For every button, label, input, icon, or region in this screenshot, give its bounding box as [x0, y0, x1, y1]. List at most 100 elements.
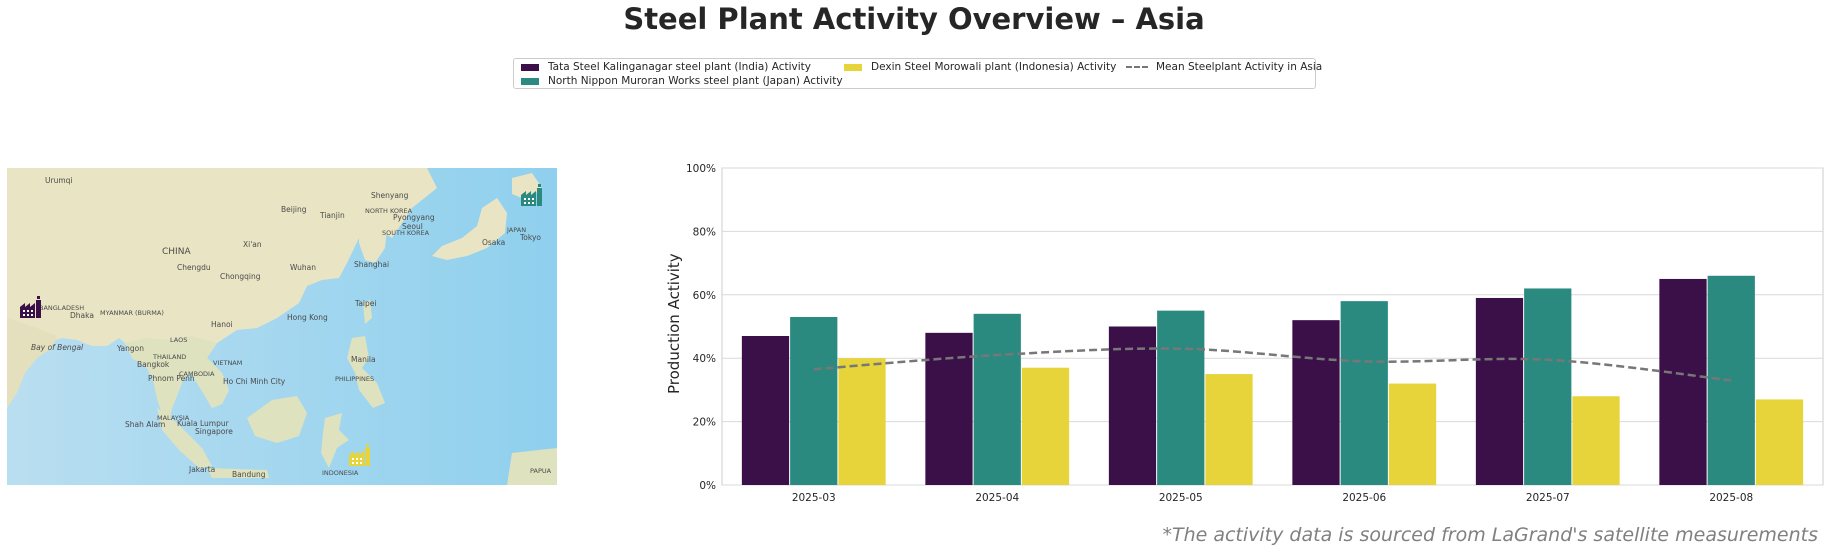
bar	[1205, 374, 1253, 485]
x-tick-label: 2025-04	[975, 492, 1019, 504]
map-label: Chongqing	[220, 272, 261, 281]
map-label: CHINA	[162, 247, 191, 257]
bar	[790, 316, 838, 485]
legend: Tata Steel Kalinganagar steel plant (Ind…	[513, 58, 1322, 89]
map-label: Tokyo	[519, 233, 541, 242]
legend-label-nippon: North Nippon Muroran Works steel plant (…	[548, 75, 843, 87]
bar	[1475, 297, 1524, 485]
asia-map: Urumqi Shenyang Beijing Tianjin NORTH KO…	[7, 168, 557, 485]
bar	[1755, 399, 1804, 485]
y-tick-label: 0%	[699, 480, 716, 492]
southeast-asia-land	[125, 336, 229, 423]
plot-frame	[721, 167, 1824, 486]
map-label: Xi'an	[243, 240, 262, 249]
legend-entry-tata: Tata Steel Kalinganagar steel plant (Ind…	[521, 61, 811, 73]
map-label: BANGLADESH	[39, 304, 84, 312]
map-label: Shanghai	[354, 260, 389, 269]
x-tick-label: 2025-08	[1709, 492, 1753, 504]
taiwan	[363, 300, 372, 324]
factory-icon	[521, 184, 542, 206]
borneo	[247, 396, 307, 443]
y-tick-label: 80%	[693, 226, 716, 238]
map-label: Taipei	[354, 299, 376, 308]
footnote: *The activity data is sourced from LaGra…	[1162, 524, 1818, 546]
legend-swatch-dexin	[844, 63, 862, 71]
java	[207, 468, 269, 478]
map-label: Phnom Penh	[148, 374, 195, 383]
korea-peninsula	[359, 213, 387, 263]
mainland-asia	[7, 168, 437, 423]
map-label: Jakarta	[188, 465, 215, 474]
map-label: VIETNAM	[213, 359, 242, 367]
legend-dash-mean	[1126, 66, 1148, 68]
y-tick-label: 20%	[693, 417, 716, 429]
map-label: Chengdu	[177, 263, 211, 272]
y-tick-label: 100%	[686, 163, 716, 175]
x-tick-label: 2025-03	[792, 492, 836, 504]
map-label: Ho Chi Minh City	[223, 377, 286, 386]
map-label: Pyongyang	[393, 213, 435, 222]
bar	[1340, 301, 1388, 485]
map-label: Beijing	[281, 205, 307, 214]
papua	[507, 448, 557, 485]
bar	[1292, 320, 1340, 485]
map-label: THAILAND	[152, 353, 186, 361]
map-label: Bandung	[232, 470, 266, 479]
map-label: Hanoi	[211, 320, 233, 329]
bar	[973, 313, 1021, 485]
map-label: Dhaka	[70, 311, 94, 320]
map-label: CAMBODIA	[179, 370, 215, 378]
legend-entry-mean: Mean Steelplant Activity in Asia	[1126, 61, 1322, 73]
bar	[1524, 288, 1572, 485]
map-label: LAOS	[170, 336, 187, 344]
bar	[1108, 326, 1157, 485]
bar	[925, 332, 973, 485]
bar	[1707, 275, 1755, 485]
map-label: Wuhan	[290, 263, 316, 272]
map-label: Shenyang	[371, 191, 409, 200]
india-land	[7, 318, 57, 408]
map-label: Seoul	[402, 222, 423, 231]
bar	[741, 336, 790, 485]
map-label: Shah Alam	[125, 420, 165, 429]
y-axis-label: Production Activity	[665, 253, 683, 394]
chart-title: Steel Plant Activity Overview – Asia	[623, 2, 1205, 36]
bar	[838, 358, 886, 485]
map-label: Bay of Bengal	[31, 343, 84, 352]
sulawesi	[321, 413, 349, 468]
bar	[1659, 278, 1707, 485]
x-tick-label: 2025-07	[1526, 492, 1570, 504]
factory-icon	[349, 444, 370, 466]
map-label: Singapore	[195, 427, 233, 436]
map-label: MYANMAR (BURMA)	[100, 309, 164, 317]
bar	[1572, 396, 1620, 485]
sumatra	[157, 408, 212, 468]
legend-label-tata: Tata Steel Kalinganagar steel plant (Ind…	[548, 61, 811, 73]
map-label: INDONESIA	[322, 469, 359, 477]
x-tick-label: 2025-05	[1159, 492, 1203, 504]
legend-label-dexin: Dexin Steel Morowali plant (Indonesia) A…	[871, 61, 1117, 73]
bar	[1157, 310, 1205, 485]
legend-swatch-nippon	[521, 77, 539, 85]
map-label: PAPUA	[530, 467, 552, 475]
map-label: SOUTH KOREA	[382, 229, 430, 237]
legend-entry-nippon: North Nippon Muroran Works steel plant (…	[521, 75, 843, 87]
legend-label-mean: Mean Steelplant Activity in Asia	[1156, 61, 1323, 73]
philippines	[347, 336, 385, 408]
map-label: Tianjin	[319, 211, 345, 220]
map-label: MALAYSIA	[157, 414, 190, 422]
map-label: Urumqi	[45, 176, 72, 185]
legend-swatch-tata	[521, 63, 539, 71]
map-label: Hong Kong	[287, 313, 328, 322]
map-label: Manila	[351, 355, 376, 364]
bar-chart: 0% 20% 40% 60% 80% 100% 2025-03 2025-04 2025-05 2…	[665, 163, 1824, 504]
bar	[1021, 367, 1070, 485]
x-tick-label: 2025-06	[1342, 492, 1386, 504]
legend-entry-dexin: Dexin Steel Morowali plant (Indonesia) A…	[844, 61, 1116, 73]
map-label: Yangon	[116, 344, 144, 353]
y-tick-label: 60%	[693, 290, 716, 302]
map-label: Osaka	[482, 238, 505, 247]
factory-icon	[20, 296, 41, 318]
map-label: Bangkok	[137, 360, 170, 369]
map-label: NORTH KOREA	[365, 207, 413, 215]
